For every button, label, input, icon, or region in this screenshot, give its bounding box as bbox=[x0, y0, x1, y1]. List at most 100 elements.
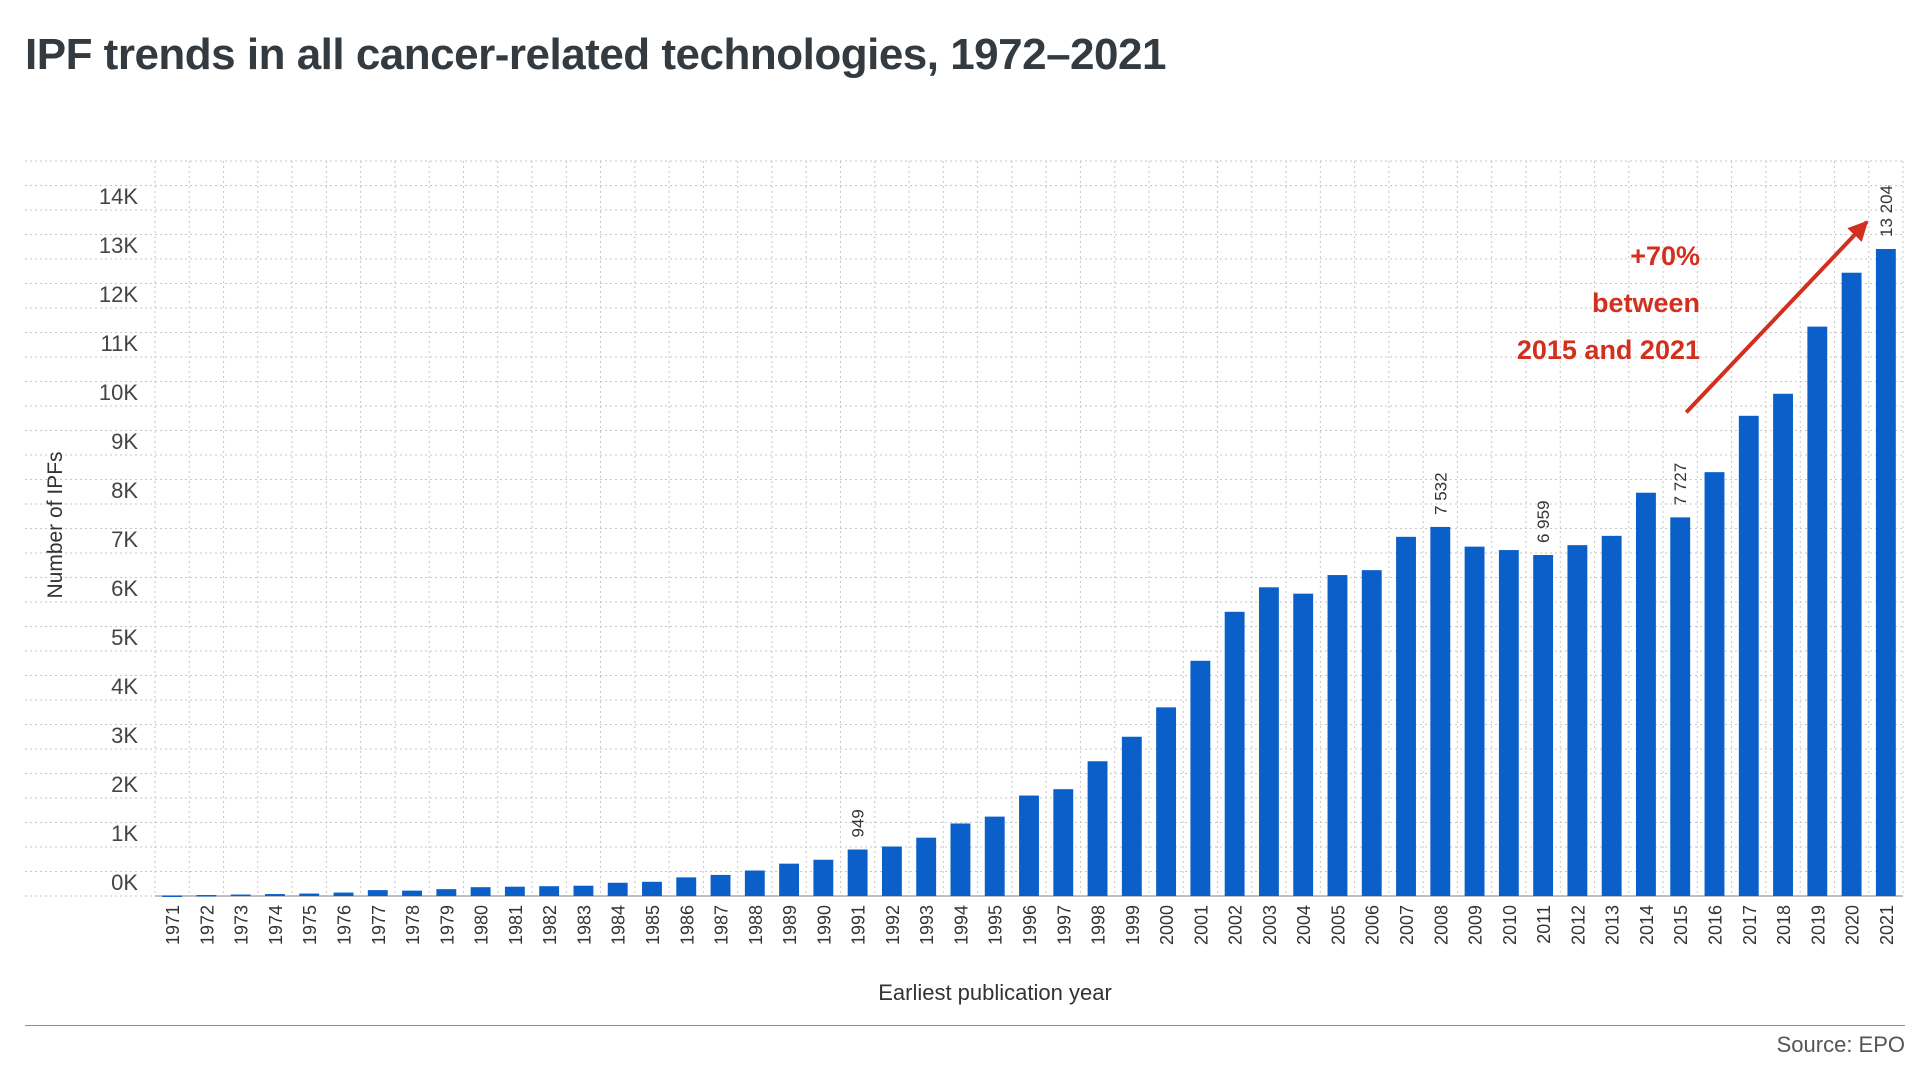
x-tick-label: 1990 bbox=[814, 905, 834, 945]
bar-1974 bbox=[265, 894, 285, 896]
x-tick-label: 2014 bbox=[1637, 905, 1657, 945]
data-label-2011: 6 959 bbox=[1534, 500, 1553, 543]
y-tick-label: 10K bbox=[99, 380, 138, 405]
x-tick-label: 2020 bbox=[1843, 905, 1863, 945]
x-tick-label: 1975 bbox=[300, 905, 320, 945]
x-tick-label: 1981 bbox=[506, 905, 526, 945]
x-tick-label: 1980 bbox=[472, 905, 492, 945]
x-tick-label: 2001 bbox=[1191, 905, 1211, 945]
x-tick-label: 1987 bbox=[712, 905, 732, 945]
bar-2000 bbox=[1156, 707, 1176, 896]
bar-2006 bbox=[1362, 570, 1382, 896]
x-tick-label: 1998 bbox=[1089, 905, 1109, 945]
y-tick-label: 2K bbox=[111, 772, 138, 797]
bar-2002 bbox=[1225, 612, 1245, 896]
bar-2005 bbox=[1328, 575, 1348, 896]
x-tick-label: 2013 bbox=[1603, 905, 1623, 945]
bar-1972 bbox=[196, 895, 216, 897]
x-tick-label: 1985 bbox=[643, 905, 663, 945]
y-tick-label: 14K bbox=[99, 184, 138, 209]
bar-2016 bbox=[1705, 472, 1725, 896]
bar-1993 bbox=[916, 838, 936, 896]
x-tick-label: 1983 bbox=[574, 905, 594, 945]
y-tick-label: 9K bbox=[111, 429, 138, 454]
growth-arrow bbox=[1686, 222, 1867, 412]
x-tick-label: 1971 bbox=[163, 905, 183, 945]
bar-2009 bbox=[1465, 547, 1485, 896]
x-tick-label: 2007 bbox=[1397, 905, 1417, 945]
bar-2001 bbox=[1190, 661, 1210, 896]
y-tick-label: 3K bbox=[111, 723, 138, 748]
x-tick-label: 2006 bbox=[1363, 905, 1383, 945]
bar-2010 bbox=[1499, 550, 1519, 896]
x-tick-label: 2004 bbox=[1294, 905, 1314, 945]
bar-1986 bbox=[676, 877, 696, 896]
x-tick-label: 2019 bbox=[1808, 905, 1828, 945]
x-tick-label: 1988 bbox=[746, 905, 766, 945]
bar-2020 bbox=[1842, 273, 1862, 896]
bar-1990 bbox=[813, 860, 833, 896]
bar-2018 bbox=[1773, 394, 1793, 896]
annotation-text: +70% bbox=[1630, 241, 1700, 271]
x-tick-label: 1974 bbox=[266, 905, 286, 945]
bar-1978 bbox=[402, 891, 422, 896]
x-tick-label: 2018 bbox=[1774, 905, 1794, 945]
annotation-text: 2015 and 2021 bbox=[1517, 335, 1700, 365]
x-tick-label: 2016 bbox=[1705, 905, 1725, 945]
x-tick-label: 2017 bbox=[1740, 905, 1760, 945]
bar-2008 bbox=[1430, 527, 1450, 896]
x-tick-label: 2010 bbox=[1500, 905, 1520, 945]
x-tick-label: 2021 bbox=[1877, 905, 1897, 945]
bar-1985 bbox=[642, 882, 662, 896]
x-tick-label: 1979 bbox=[437, 905, 457, 945]
bar-1984 bbox=[608, 883, 628, 896]
y-tick-label: 1K bbox=[111, 821, 138, 846]
footer-divider bbox=[25, 1025, 1905, 1026]
bar-2015 bbox=[1670, 517, 1690, 896]
data-label-1991: 949 bbox=[849, 809, 868, 837]
bar-2011 bbox=[1533, 555, 1553, 896]
x-tick-label: 1999 bbox=[1123, 905, 1143, 945]
x-tick-label: 2005 bbox=[1328, 905, 1348, 945]
bar-2003 bbox=[1259, 587, 1279, 896]
annotation-text: between bbox=[1592, 288, 1700, 318]
x-tick-label: 1978 bbox=[403, 905, 423, 945]
x-axis-title: Earliest publication year bbox=[878, 980, 1112, 1005]
x-tick-label: 2000 bbox=[1157, 905, 1177, 945]
y-tick-label: 8K bbox=[111, 478, 138, 503]
bar-1995 bbox=[985, 817, 1005, 896]
y-axis-ticks: 0K1K2K3K4K5K6K7K8K9K10K11K12K13K14K bbox=[99, 184, 138, 895]
y-tick-label: 0K bbox=[111, 870, 138, 895]
x-tick-label: 2008 bbox=[1431, 905, 1451, 945]
bar-1991 bbox=[848, 849, 868, 896]
bar-1981 bbox=[505, 887, 525, 896]
x-tick-label: 1982 bbox=[540, 905, 560, 945]
bar-1980 bbox=[471, 887, 491, 896]
y-tick-label: 13K bbox=[99, 233, 138, 258]
bar-2004 bbox=[1293, 594, 1313, 896]
bar-1982 bbox=[539, 886, 559, 896]
data-label-2021: 13 204 bbox=[1877, 185, 1896, 237]
bar-1989 bbox=[779, 864, 799, 896]
bar-1997 bbox=[1053, 789, 1073, 896]
y-tick-label: 12K bbox=[99, 282, 138, 307]
bar-2013 bbox=[1602, 536, 1622, 896]
bar-1988 bbox=[745, 871, 765, 896]
y-tick-label: 4K bbox=[111, 674, 138, 699]
x-tick-label: 1995 bbox=[986, 905, 1006, 945]
x-tick-label: 1989 bbox=[780, 905, 800, 945]
x-tick-label: 2015 bbox=[1671, 905, 1691, 945]
x-tick-label: 1984 bbox=[609, 905, 629, 945]
x-tick-label: 1997 bbox=[1054, 905, 1074, 945]
x-tick-label: 2002 bbox=[1226, 905, 1246, 945]
bar-2007 bbox=[1396, 537, 1416, 896]
bar-2019 bbox=[1807, 327, 1827, 896]
x-tick-label: 1993 bbox=[917, 905, 937, 945]
bar-1996 bbox=[1019, 796, 1039, 896]
bar-2017 bbox=[1739, 416, 1759, 896]
x-tick-label: 1973 bbox=[232, 905, 252, 945]
bar-2012 bbox=[1567, 545, 1587, 896]
x-tick-label: 2011 bbox=[1534, 905, 1554, 944]
x-tick-label: 1991 bbox=[849, 905, 869, 945]
